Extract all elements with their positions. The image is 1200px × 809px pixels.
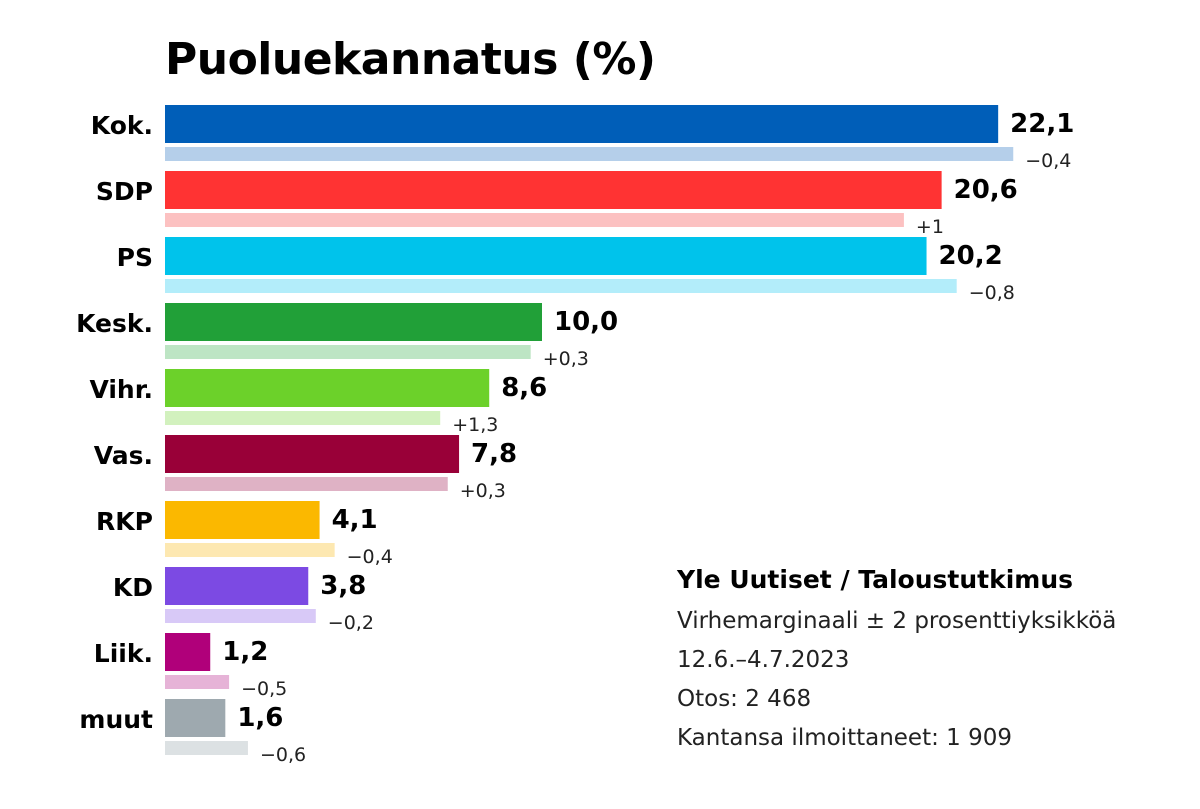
margin-of-error-text: Virhemarginaali ± 2 prosenttiyksikköä xyxy=(677,608,1117,634)
previous-bar-kok xyxy=(165,147,1014,161)
change-label-muut: −0,6 xyxy=(260,744,306,766)
value-label-kd: 3,8 xyxy=(320,571,366,601)
change-label-kd: −0,2 xyxy=(328,612,374,634)
change-label-kesk: +0,3 xyxy=(543,348,589,370)
value-label-muut: 1,6 xyxy=(237,703,283,733)
category-label-sdp: SDP xyxy=(96,177,153,206)
previous-bar-vihr xyxy=(165,411,441,425)
change-label-vas: +0,3 xyxy=(460,480,506,502)
bar-rkp xyxy=(165,501,320,539)
category-label-liik: Liik. xyxy=(94,639,153,668)
bar-liik xyxy=(165,633,211,671)
bar-kesk xyxy=(165,303,542,341)
previous-bar-sdp xyxy=(165,213,904,227)
bar-ps xyxy=(165,237,927,275)
change-label-vihr: +1,3 xyxy=(452,414,498,436)
value-label-sdp: 20,6 xyxy=(954,175,1018,205)
category-label-muut: muut xyxy=(79,705,153,734)
previous-bar-kesk xyxy=(165,345,531,359)
change-label-liik: −0,5 xyxy=(241,678,287,700)
value-label-vas: 7,8 xyxy=(471,439,517,469)
change-label-rkp: −0,4 xyxy=(347,546,393,568)
change-label-kok: −0,4 xyxy=(1025,150,1071,172)
value-label-rkp: 4,1 xyxy=(332,505,378,535)
value-label-liik: 1,2 xyxy=(222,637,268,667)
category-label-ps: PS xyxy=(117,243,153,272)
bar-sdp xyxy=(165,171,942,209)
value-label-vihr: 8,6 xyxy=(501,373,547,403)
previous-bar-kd xyxy=(165,609,316,623)
previous-bar-liik xyxy=(165,675,230,689)
source-label: Yle Uutiset / Taloustutkimus xyxy=(677,565,1074,594)
previous-bar-rkp xyxy=(165,543,335,557)
category-label-kd: KD xyxy=(113,573,153,602)
value-label-kesk: 10,0 xyxy=(554,307,618,337)
category-label-kok: Kok. xyxy=(91,111,153,140)
value-label-ps: 20,2 xyxy=(939,241,1003,271)
respondents-text: Kantansa ilmoittaneet: 1 909 xyxy=(677,725,1013,751)
change-label-sdp: +1 xyxy=(916,216,944,238)
value-label-kok: 22,1 xyxy=(1010,109,1074,139)
category-label-kesk: Kesk. xyxy=(76,309,153,338)
previous-bar-muut xyxy=(165,741,248,755)
previous-bar-vas xyxy=(165,477,448,491)
chart-title: Puoluekannatus (%) xyxy=(165,34,656,85)
category-label-rkp: RKP xyxy=(96,507,153,536)
sample-size-text: Otos: 2 468 xyxy=(677,686,812,712)
bar-kok xyxy=(165,105,999,143)
bar-muut xyxy=(165,699,226,737)
info-box: Yle Uutiset / Taloustutkimus Virhemargin… xyxy=(677,565,1177,764)
bar-vihr xyxy=(165,369,490,407)
previous-bar-ps xyxy=(165,279,957,293)
survey-period-text: 12.6.–4.7.2023 xyxy=(677,647,850,673)
change-label-ps: −0,8 xyxy=(969,282,1015,304)
category-label-vihr: Vihr. xyxy=(89,375,153,404)
bar-kd xyxy=(165,567,309,605)
category-label-vas: Vas. xyxy=(94,441,153,470)
bar-vas xyxy=(165,435,460,473)
